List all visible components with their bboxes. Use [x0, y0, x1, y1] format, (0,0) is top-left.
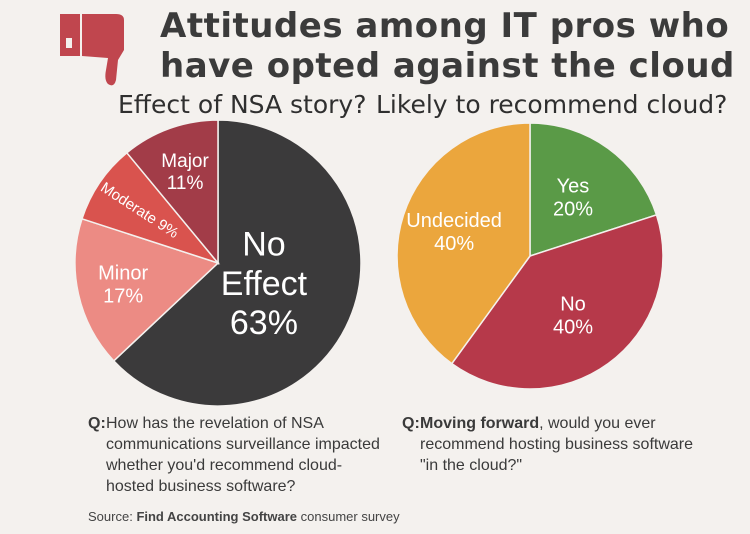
question-label: Q: — [402, 415, 420, 432]
source-name: Find Accounting Software — [136, 509, 298, 524]
pie-slice-yes — [529, 122, 658, 258]
pie-label-no-effect: No Effect 63% — [221, 226, 308, 342]
thumbs-down-icon — [58, 8, 138, 88]
pie-chart-nsa-effect: No Effect 63%Minor 17%Moderate 9%Major 11% — [74, 119, 362, 407]
chart-title-recommend: Likely to recommend cloud? — [376, 90, 728, 119]
pie-label-yes: Yes 20% — [553, 175, 593, 220]
chart-title-nsa: Effect of NSA story? — [118, 90, 367, 119]
pie-slice-undecided — [396, 122, 531, 365]
pie-label-no: No 40% — [553, 294, 593, 339]
question-label: Q: — [88, 415, 106, 432]
question-text: Moving forward, would you ever recommend… — [420, 413, 712, 476]
question-emphasis: Moving forward — [420, 415, 540, 432]
question-text: How has the revelation of NSA communicat… — [106, 415, 380, 495]
source-suffix: consumer survey — [300, 509, 400, 524]
question-nsa: Q: How has the revelation of NSA communi… — [88, 413, 383, 497]
source-prefix: Source: — [88, 509, 133, 524]
pie-label-minor: Minor 17% — [98, 263, 148, 308]
pie-slice-no-effect — [112, 119, 362, 407]
question-rest: , would you ever recommend hosting busin… — [420, 415, 694, 474]
source-note: Source: Find Accounting Software consume… — [88, 509, 400, 524]
question-recommend: Q: Moving forward, would you ever recomm… — [402, 413, 712, 476]
pie-slice-moderate — [81, 151, 221, 265]
pie-slice-no — [450, 213, 664, 390]
pie-chart-recommend-cloud: Yes 20% No 40% Undecided 40% — [396, 122, 664, 390]
page-title: Attitudes among IT pros who have opted a… — [160, 6, 740, 86]
title-line-2: have opted against the cloud — [160, 46, 735, 86]
pie-label-undecided: Undecided 40% — [406, 210, 502, 255]
pie-slice-major — [125, 119, 219, 266]
pie-slice-minor — [74, 217, 220, 362]
pie-label-major: Major 11% — [161, 151, 209, 194]
title-line-1: Attitudes among IT pros who — [160, 6, 730, 46]
